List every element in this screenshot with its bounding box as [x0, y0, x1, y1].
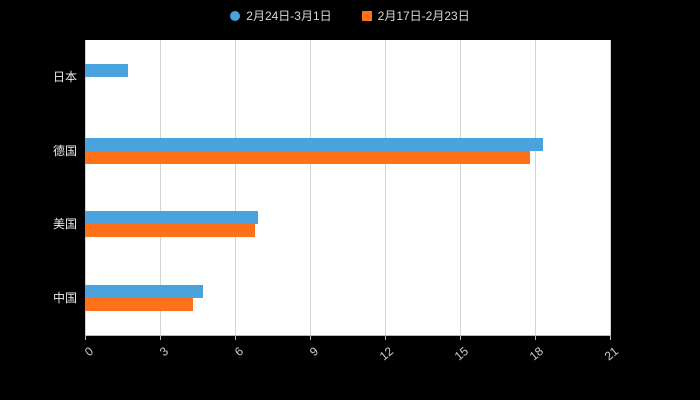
gridline [85, 40, 86, 335]
gridline [385, 40, 386, 335]
axis-tick [460, 335, 461, 340]
bar-德国-2月17日-2月23日 [85, 150, 530, 164]
x-axis-tick-label: 12 [376, 344, 396, 364]
gridline [235, 40, 236, 335]
x-axis-tick-label: 18 [526, 344, 546, 364]
bar-德国-2月24日-3月1日 [85, 137, 543, 151]
x-axis-tick-label: 6 [231, 344, 246, 360]
chart-legend: 2月24日-3月1日 2月17日-2月23日 [0, 7, 700, 24]
x-axis-tick-label: 0 [81, 344, 96, 360]
axis-tick [385, 335, 386, 340]
bar-美国-2月24日-3月1日 [85, 211, 258, 225]
axis-tick [310, 335, 311, 340]
gridline [610, 40, 611, 335]
y-axis-label: 美国 [52, 217, 77, 232]
gridline [460, 40, 461, 335]
x-axis-tick-label: 21 [601, 344, 621, 364]
bar-日本-2月24日-3月1日 [85, 63, 128, 77]
gridline [535, 40, 536, 335]
x-axis-tick-label: 15 [451, 344, 471, 364]
gridline [310, 40, 311, 335]
bar-美国-2月17日-2月23日 [85, 224, 255, 238]
legend-label: 2月17日-2月23日 [377, 9, 470, 23]
legend-item-week1[interactable]: 2月17日-2月23日 [361, 7, 470, 24]
legend-marker-orange-icon [361, 10, 372, 21]
axis-tick [160, 335, 161, 340]
legend-label: 2月24日-3月1日 [246, 9, 332, 23]
x-axis-tick-label: 9 [306, 344, 321, 360]
x-axis-tick-label: 3 [156, 344, 171, 360]
axis-tick [235, 335, 236, 340]
axis-tick [535, 335, 536, 340]
axis-tick [85, 335, 86, 340]
axis-tick [610, 335, 611, 340]
y-axis-label: 日本 [52, 69, 77, 84]
legend-marker-blue-icon [230, 10, 241, 21]
y-axis-label: 德国 [52, 143, 77, 158]
legend-item-week2[interactable]: 2月24日-3月1日 [230, 7, 332, 24]
gridline [160, 40, 161, 335]
plot-area [85, 40, 611, 340]
bar-中国-2月17日-2月23日 [85, 298, 193, 312]
bar-中国-2月24日-3月1日 [85, 285, 203, 299]
y-axis-label: 中国 [52, 291, 77, 306]
